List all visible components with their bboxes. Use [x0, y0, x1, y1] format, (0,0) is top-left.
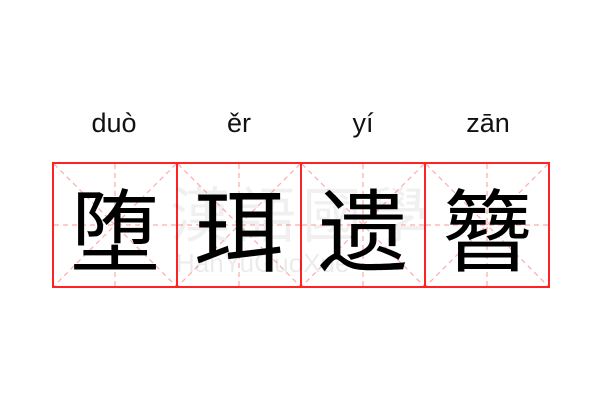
grid-cell-4: 簪	[426, 164, 548, 286]
guide-lines	[54, 164, 176, 286]
pinyin-3: yí	[352, 108, 374, 138]
grid-cell-1: 堕	[54, 164, 178, 286]
guide-lines	[302, 164, 424, 286]
guide-lines	[426, 164, 548, 286]
grid-cell-3: 遗	[302, 164, 426, 286]
guide-lines	[178, 164, 300, 286]
character-4: 簪	[442, 181, 532, 286]
watermark-han: 漢語國學	[170, 182, 434, 252]
pinyin-2: ěr	[226, 108, 251, 138]
character-2: 珥	[194, 181, 284, 286]
pinyin-1: duò	[91, 108, 137, 138]
grid-cell-2: 珥	[178, 164, 302, 286]
watermark-latin: HanYuGuoXue	[176, 248, 350, 278]
character-1: 堕	[70, 181, 160, 286]
character-3: 遗	[318, 181, 408, 286]
pinyin-4: zān	[466, 108, 510, 138]
tianzige-grid: 堕 珥 遗 簪	[52, 162, 550, 288]
